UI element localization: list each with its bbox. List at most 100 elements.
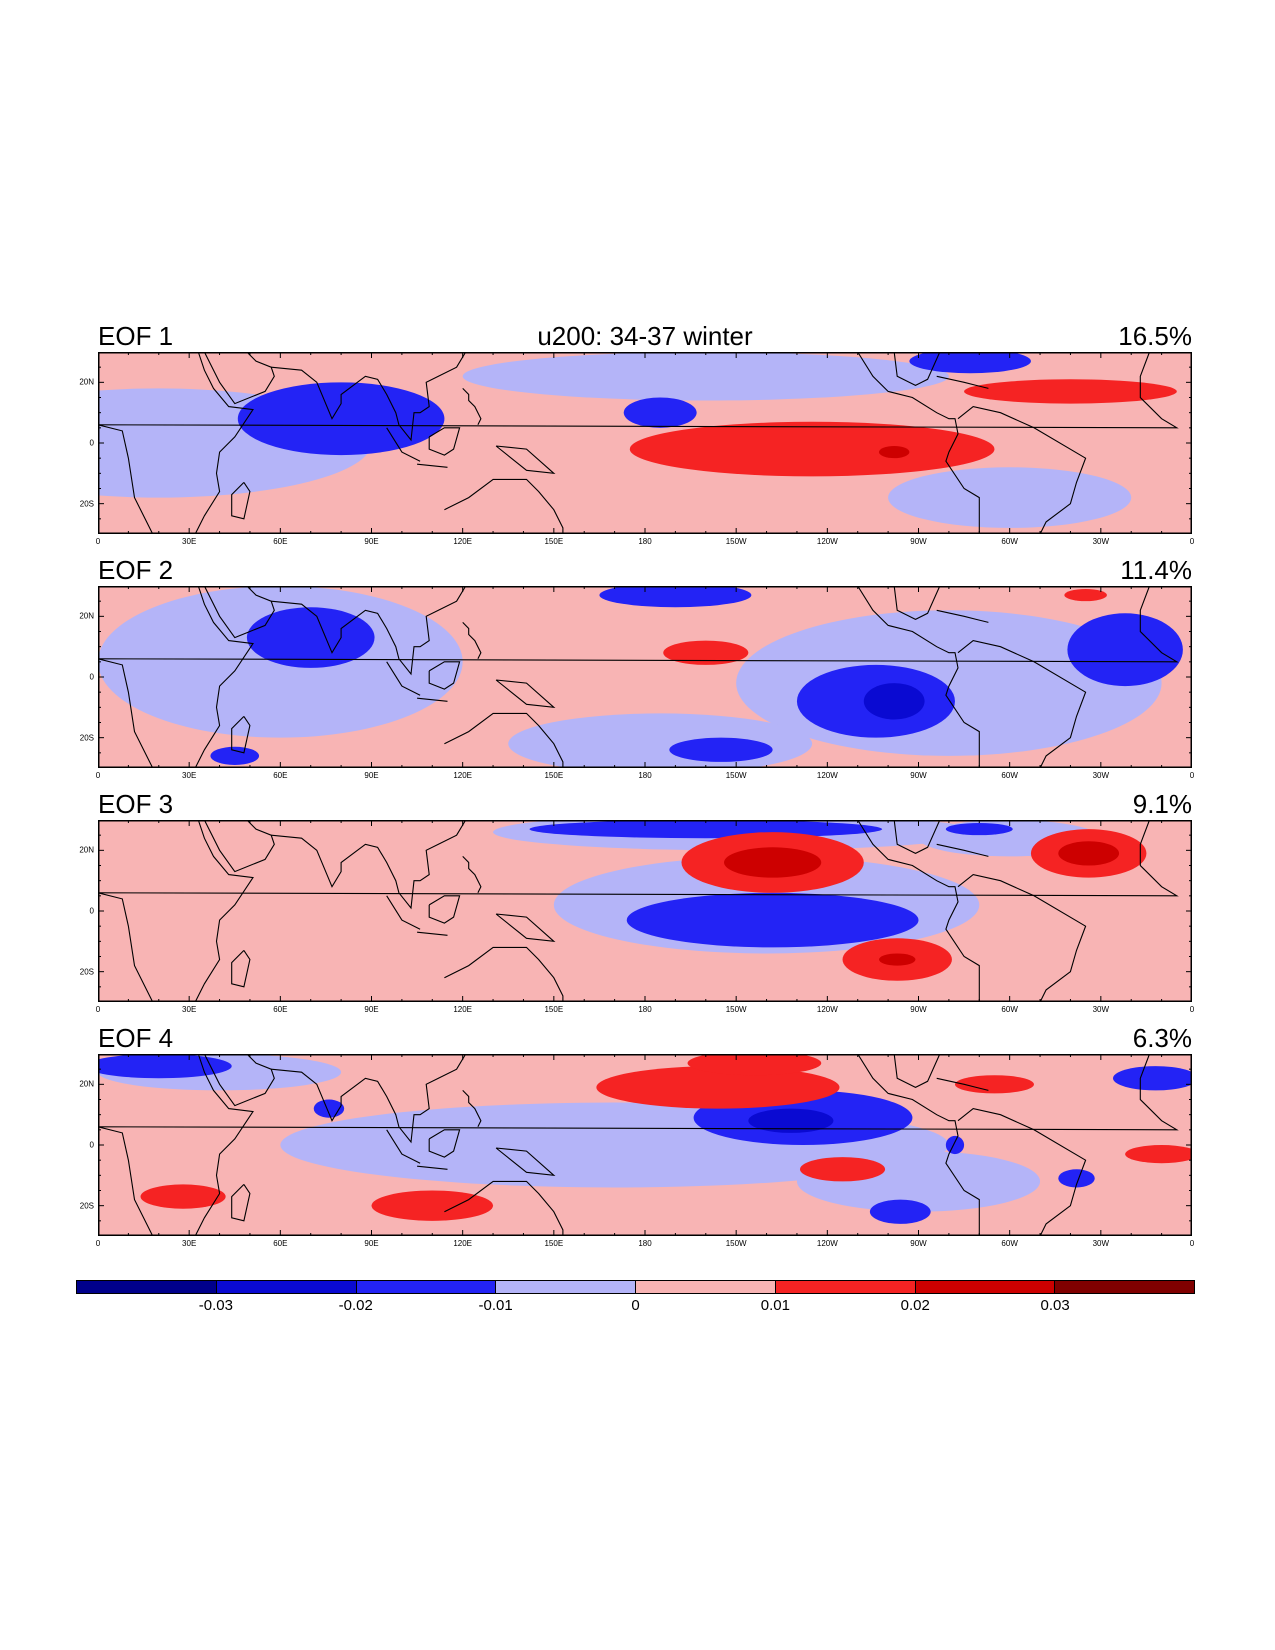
lon-tick-label: 60W (1001, 1239, 1018, 1248)
lon-tick-label: 90W (910, 771, 927, 780)
negative-anomaly (1058, 1169, 1095, 1188)
lon-tick-label: 0 (95, 1239, 101, 1248)
lat-tick-label: 0 (89, 1140, 94, 1150)
colorbar (76, 1280, 1195, 1294)
coastline (857, 586, 980, 768)
coastline (444, 478, 564, 534)
negative-anomaly (98, 1054, 232, 1079)
negative-anomaly (623, 397, 697, 428)
lon-tick-label: 120E (453, 1239, 472, 1248)
coastline (231, 1184, 251, 1222)
coastline (428, 895, 461, 924)
coastline (495, 445, 556, 475)
coastline (417, 931, 448, 936)
lon-tick-label: 60W (1001, 771, 1018, 780)
colorbar-swatch (77, 1281, 217, 1293)
lon-tick-label: 120E (453, 537, 472, 546)
colorbar-swatch (636, 1281, 776, 1293)
coastline (495, 1147, 556, 1177)
map-svg (98, 586, 1192, 768)
negative-anomaly (599, 586, 752, 608)
colorbar-level-label: 0.03 (1040, 1297, 1070, 1314)
negative-anomaly (748, 1108, 834, 1133)
positive-anomaly (799, 1157, 886, 1182)
contour-band-weak-negative (462, 352, 949, 401)
lat-tick-label: 0 (89, 438, 94, 448)
variance-explained: 9.1% (1132, 789, 1192, 819)
lon-tick-label: 60E (273, 1005, 288, 1014)
positive-anomaly (1125, 1145, 1192, 1164)
colorbar-swatch (496, 1281, 636, 1293)
figure-title: u200: 34-37 winter (537, 321, 753, 351)
coastline (194, 586, 254, 768)
coastline (936, 609, 989, 623)
lon-tick-label: 150W (725, 1239, 747, 1248)
lon-tick-label: 60W (1001, 537, 1018, 546)
positive-anomaly (1064, 589, 1107, 602)
coastline (194, 820, 254, 1002)
coastline (194, 1054, 254, 1236)
colorbar-level-label: -0.03 (198, 1297, 233, 1314)
positive-anomaly (687, 1054, 822, 1076)
colorbar-level-label: 0.02 (900, 1297, 930, 1314)
coastline (417, 1165, 448, 1170)
coastline (957, 874, 1087, 1002)
lon-tick-label: 180 (638, 1005, 652, 1014)
negative-anomaly (210, 746, 260, 765)
positive-anomaly (371, 1190, 494, 1221)
map-frame (98, 1054, 1192, 1236)
lon-tick-label: 30E (182, 537, 197, 546)
coastline (231, 716, 251, 754)
lon-tick-label: 150E (544, 771, 564, 780)
lon-tick-label: 120W (816, 537, 838, 546)
colorbar-level-label: 0.01 (760, 1297, 790, 1314)
lon-tick-label: 90E (364, 1239, 379, 1248)
lon-tick-label: 0 (1189, 1005, 1195, 1014)
positive-anomaly (596, 1066, 840, 1109)
lon-tick-label: 30W (1092, 537, 1110, 546)
coastline (386, 1129, 421, 1164)
lon-tick-label: 0 (95, 537, 101, 546)
coastline (428, 427, 461, 456)
lat-tick-label: 20S (79, 499, 94, 509)
coastline (893, 352, 941, 387)
positive-anomaly (629, 421, 995, 477)
negative-anomaly (1113, 1066, 1192, 1091)
coastline (417, 463, 448, 468)
negative-anomaly (909, 352, 1031, 374)
map-svg (98, 352, 1192, 534)
coastline (98, 820, 1179, 1002)
lat-axis: 20N 0 20S (68, 1054, 94, 1236)
lon-tick-label: 90E (364, 1005, 379, 1014)
positive-anomaly (663, 640, 749, 665)
lon-tick-label: 0 (1189, 537, 1195, 546)
lon-axis: 0 30E 60E 90E 120E 150E 180 150W 120W 90W 60W 30W 0 (96, 1005, 1195, 1017)
positive-anomaly (878, 953, 916, 966)
coastline (462, 622, 482, 660)
lat-tick-label: 20S (79, 733, 94, 743)
variance-explained: 6.3% (1132, 1023, 1192, 1053)
colorbar-swatch (1055, 1281, 1194, 1293)
coastline (231, 950, 251, 988)
lon-tick-label: 120W (816, 771, 838, 780)
lon-tick-label: 90E (364, 537, 379, 546)
contour-map (98, 352, 1192, 534)
coastline (194, 352, 254, 534)
coastline (203, 586, 275, 639)
lon-tick-label: 60E (273, 1239, 288, 1248)
positive-anomaly (1058, 841, 1120, 866)
lat-tick-label: 20N (79, 845, 94, 855)
colorbar-swatch (915, 1281, 1056, 1293)
lat-axis: 20N 0 20S (68, 352, 94, 534)
lon-tick-label: 150E (544, 1005, 564, 1014)
lon-tick-label: 90E (364, 771, 379, 780)
coastline (98, 586, 1179, 768)
negative-anomaly (1067, 613, 1183, 687)
lon-tick-label: 120W (816, 1239, 838, 1248)
coastline (203, 1054, 275, 1107)
colorbar-swatch (775, 1281, 916, 1293)
coastline (271, 1054, 467, 1144)
lon-tick-label: 30E (182, 1005, 197, 1014)
variance-explained: 16.5% (1118, 321, 1192, 351)
contour-map (98, 820, 1192, 1002)
